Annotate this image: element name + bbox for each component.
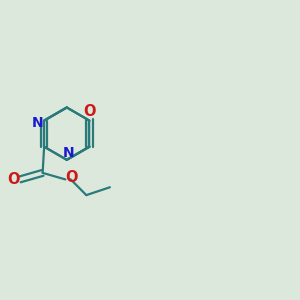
Text: O: O xyxy=(65,170,78,185)
Text: O: O xyxy=(83,104,96,119)
Text: N: N xyxy=(32,116,44,130)
Text: N: N xyxy=(62,146,74,160)
Text: O: O xyxy=(7,172,20,187)
